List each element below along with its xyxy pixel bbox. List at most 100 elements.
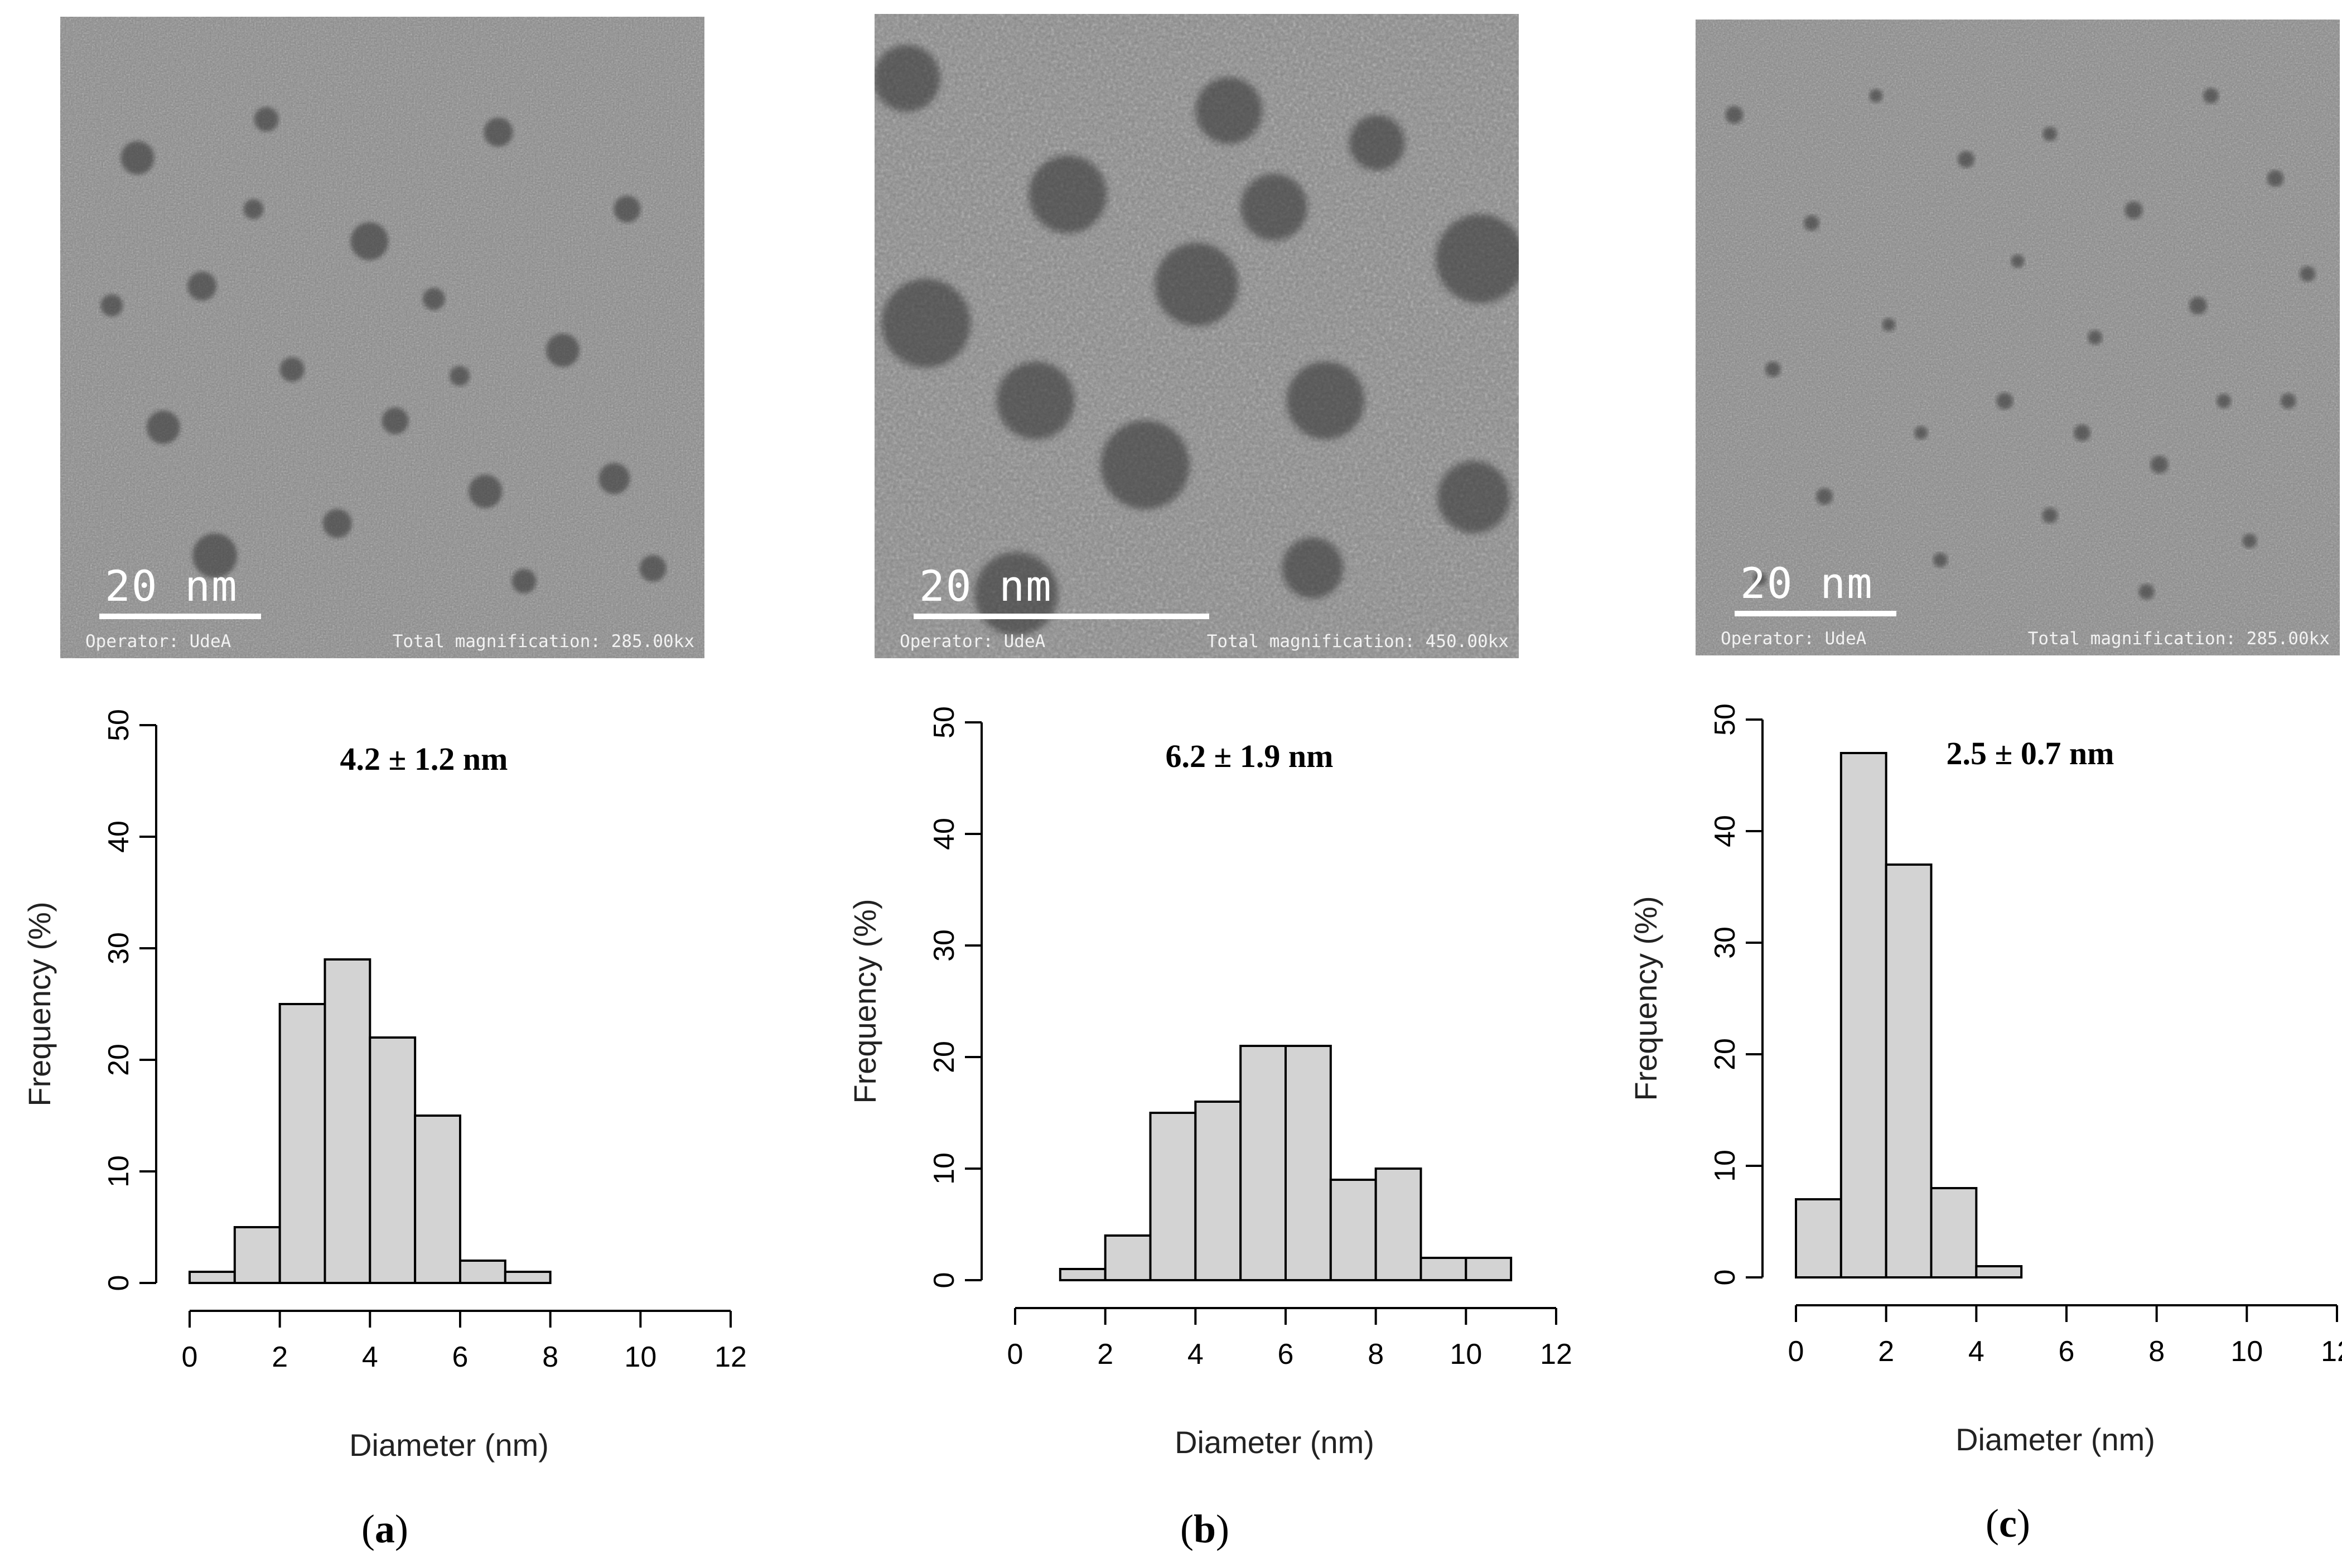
x-tick-label: 4 — [1187, 1338, 1204, 1371]
nanoparticle — [2042, 508, 2058, 524]
nanoparticle — [875, 45, 940, 112]
operator-label: Operator: UdeA — [1721, 629, 1867, 649]
y-tick-label: 20 — [1709, 1038, 1741, 1070]
x-tick-label: 12 — [2321, 1335, 2342, 1368]
nanoparticle — [614, 196, 641, 223]
tem-image-c: 20 nm Operator: UdeA Total magnification… — [1696, 20, 2340, 655]
y-tick-label: 0 — [928, 1272, 960, 1289]
x-tick-label: 0 — [1788, 1335, 1804, 1368]
x-axis-label: Diameter (nm) — [1955, 1422, 2155, 1457]
x-tick-label: 2 — [272, 1341, 288, 1373]
tem-grain — [1696, 20, 2340, 655]
x-axis-label: Diameter (nm) — [349, 1427, 549, 1463]
nanoparticle — [2189, 297, 2207, 315]
nanoparticle — [1282, 537, 1344, 599]
tem-texture — [1696, 20, 2340, 655]
nanoparticle — [2300, 266, 2316, 282]
y-tick-label: 50 — [1709, 703, 1741, 736]
tem-texture — [60, 17, 704, 658]
histogram-bar — [1194, 1101, 1242, 1281]
x-tick-label: 2 — [1097, 1338, 1113, 1371]
magnification-label: Total magnification: 285.00kx — [2027, 629, 2330, 649]
nanoparticle — [1725, 106, 1744, 124]
histogram-bar — [1329, 1179, 1377, 1281]
nanoparticle — [1753, 572, 1767, 586]
histogram-bar — [1839, 752, 1887, 1278]
histogram-c: 0 10 20 30 40 50 0 2 4 6 8 10 12 Diameter (nm) Frequen… — [1628, 703, 2342, 1457]
y-tick-label: 10 — [928, 1152, 960, 1185]
nanoparticle — [1435, 214, 1519, 303]
nanoparticle — [1958, 151, 1975, 168]
x-tick-label: 6 — [1278, 1338, 1294, 1371]
x-tick-label: 6 — [2059, 1335, 2075, 1368]
y-axis-label: Frequency (%) — [22, 901, 57, 1106]
nanoparticle — [1240, 173, 1308, 241]
mean-size-annotation: 2.5 ± 0.7 nm — [1947, 735, 2114, 771]
scale-bar — [99, 614, 261, 619]
y-tick-label: 50 — [103, 709, 135, 741]
tem-image-b: 20 nm Operator: UdeA Total magnification… — [875, 14, 1519, 658]
x-tick-label: 10 — [1450, 1338, 1482, 1371]
histogram-bar — [189, 1271, 236, 1284]
x-tick-label: 12 — [714, 1341, 747, 1373]
y-tick-label: 50 — [928, 706, 960, 739]
nanoparticle — [469, 475, 503, 508]
x-tick-label: 10 — [624, 1341, 656, 1373]
histogram-bar — [233, 1226, 281, 1284]
y-tick-label: 20 — [928, 1041, 960, 1073]
histogram-bar — [1239, 1045, 1287, 1281]
scale-label: 20 nm — [1740, 558, 1873, 608]
nanoparticle — [1765, 361, 1781, 377]
histogram-bar — [1795, 1198, 1842, 1278]
caption-b: (b) — [1180, 1507, 1229, 1551]
nanoparticle — [1195, 77, 1263, 144]
y-tick-label: 40 — [928, 818, 960, 850]
y-tick-label: 40 — [1709, 815, 1741, 847]
nanoparticle — [1803, 215, 1819, 231]
nanoparticle — [192, 533, 238, 578]
histogram-bar — [1285, 1045, 1332, 1281]
nanoparticle — [1914, 426, 1928, 440]
x-tick-label: 0 — [182, 1341, 198, 1373]
histogram-bar — [504, 1271, 552, 1284]
histogram-bar — [1930, 1187, 1978, 1278]
caption-c: (c) — [1986, 1501, 2030, 1546]
nanoparticle — [2217, 394, 2232, 408]
nanoparticle — [2088, 330, 2103, 345]
nanoparticle — [2150, 456, 2169, 474]
x-axis-label: Diameter (nm) — [1175, 1425, 1374, 1460]
y-tick-label: 0 — [103, 1275, 135, 1291]
nanoparticle — [350, 222, 389, 260]
nanoparticle — [2011, 254, 2025, 268]
nanoparticle — [382, 407, 409, 435]
tem-grain — [60, 17, 704, 658]
nanoparticle — [2280, 393, 2296, 409]
y-tick-label: 20 — [103, 1044, 135, 1076]
x-tick-label: 4 — [1968, 1335, 1984, 1368]
nanoparticle — [1286, 361, 1365, 440]
x-tick-label: 8 — [542, 1341, 558, 1373]
nanoparticle — [1869, 89, 1883, 103]
mean-size-annotation: 6.2 ± 1.9 nm — [1166, 738, 1334, 774]
histogram-bar — [1465, 1257, 1513, 1281]
nanoparticle — [422, 288, 445, 310]
histogram-bar — [1149, 1112, 1197, 1281]
nanoparticle — [484, 118, 513, 147]
nanoparticle — [1100, 420, 1190, 510]
y-axis-label: Frequency (%) — [847, 899, 882, 1103]
tem-image-a: 20 nm Operator: UdeA Total magnification… — [60, 17, 704, 658]
nanoparticle — [2203, 88, 2219, 104]
y-tick-label: 30 — [928, 929, 960, 962]
histogram-bar — [459, 1260, 506, 1284]
histogram-bar — [1419, 1257, 1467, 1281]
x-tick-label: 8 — [1368, 1338, 1384, 1371]
nanoparticle — [2267, 170, 2284, 187]
nanoparticle — [2124, 201, 2143, 219]
magnification-label: Total magnification: 450.00kx — [1206, 631, 1509, 652]
scale-bar — [1735, 611, 1896, 616]
nanoparticle — [1155, 243, 1239, 327]
histogram-bar — [1374, 1167, 1422, 1281]
nanoparticle — [2138, 584, 2155, 600]
tem-grain — [875, 14, 1519, 658]
tem-texture — [875, 14, 1519, 658]
